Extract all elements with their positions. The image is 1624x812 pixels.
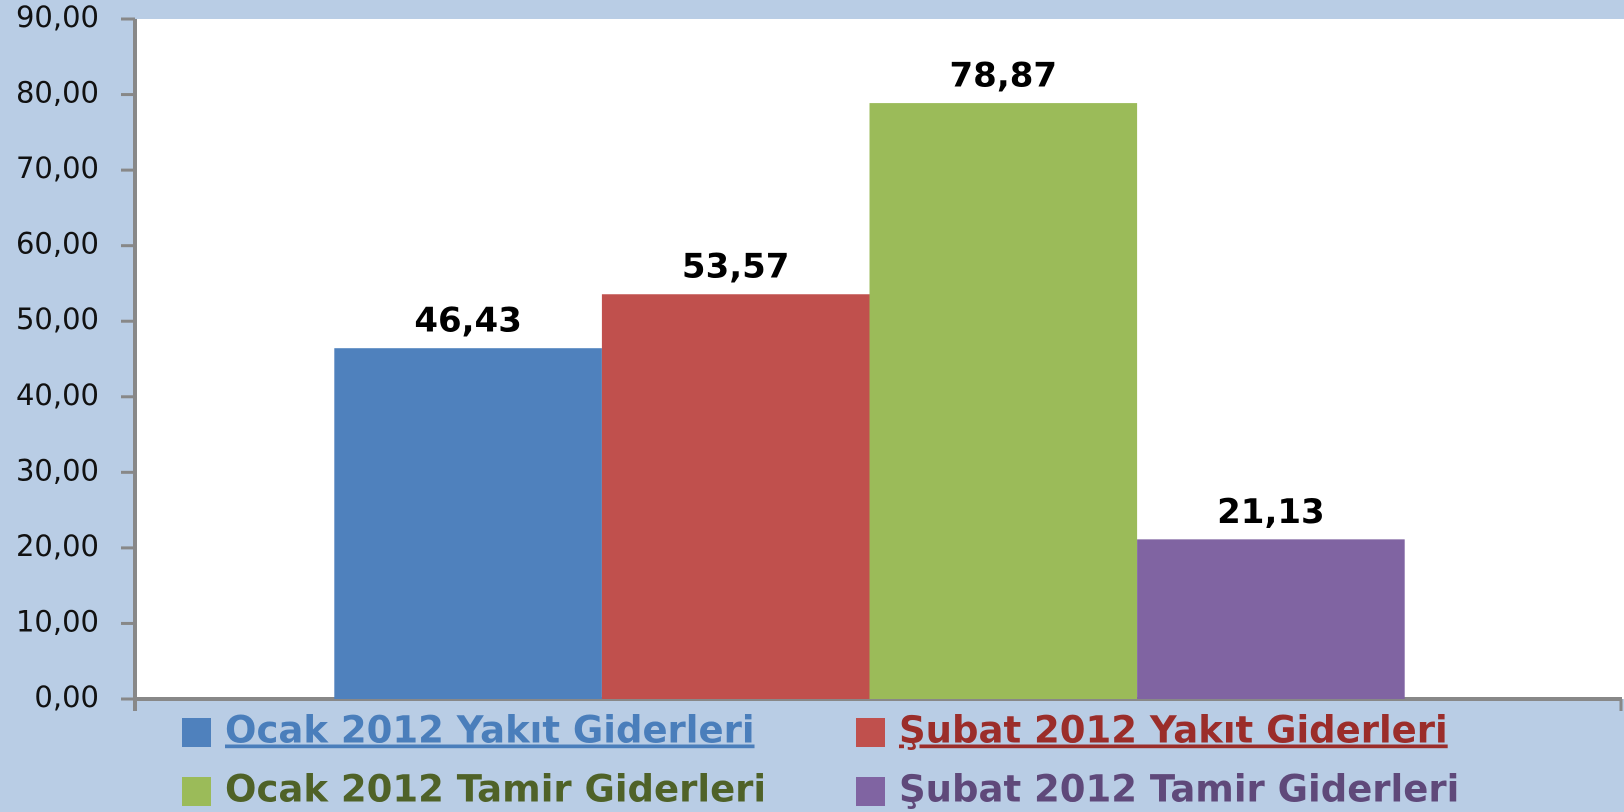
value-label: 78,87 (950, 56, 1058, 96)
y-tick-label: 50,00 (16, 302, 99, 336)
value-label: 53,57 (682, 247, 790, 287)
legend-label: Ocak 2012 Tamir Giderleri (225, 768, 766, 811)
legend-swatch (182, 718, 211, 747)
legend-label: Ocak 2012 Yakıt Giderleri (225, 709, 755, 752)
value-label: 46,43 (414, 301, 522, 341)
legend-label: Şubat 2012 Yakıt Giderleri (899, 709, 1448, 752)
y-tick-label: 0,00 (34, 680, 99, 714)
bar (869, 103, 1138, 700)
y-tick-label: 10,00 (16, 604, 99, 638)
y-tick-label: 30,00 (16, 453, 99, 487)
bar (334, 348, 602, 699)
legend-swatch (856, 718, 885, 747)
y-tick-label: 20,00 (16, 529, 99, 563)
y-tick-label: 40,00 (16, 378, 99, 412)
legend-label: Şubat 2012 Tamir Giderleri (899, 768, 1459, 811)
y-tick-label: 80,00 (16, 76, 99, 110)
bar (601, 294, 870, 699)
y-tick-label: 60,00 (16, 227, 99, 261)
value-label: 21,13 (1217, 492, 1325, 532)
legend-swatch (182, 777, 211, 806)
bar (1137, 539, 1405, 699)
y-tick-label: 90,00 (16, 0, 99, 34)
y-tick-label: 70,00 (16, 151, 99, 185)
legend-swatch (856, 777, 885, 806)
